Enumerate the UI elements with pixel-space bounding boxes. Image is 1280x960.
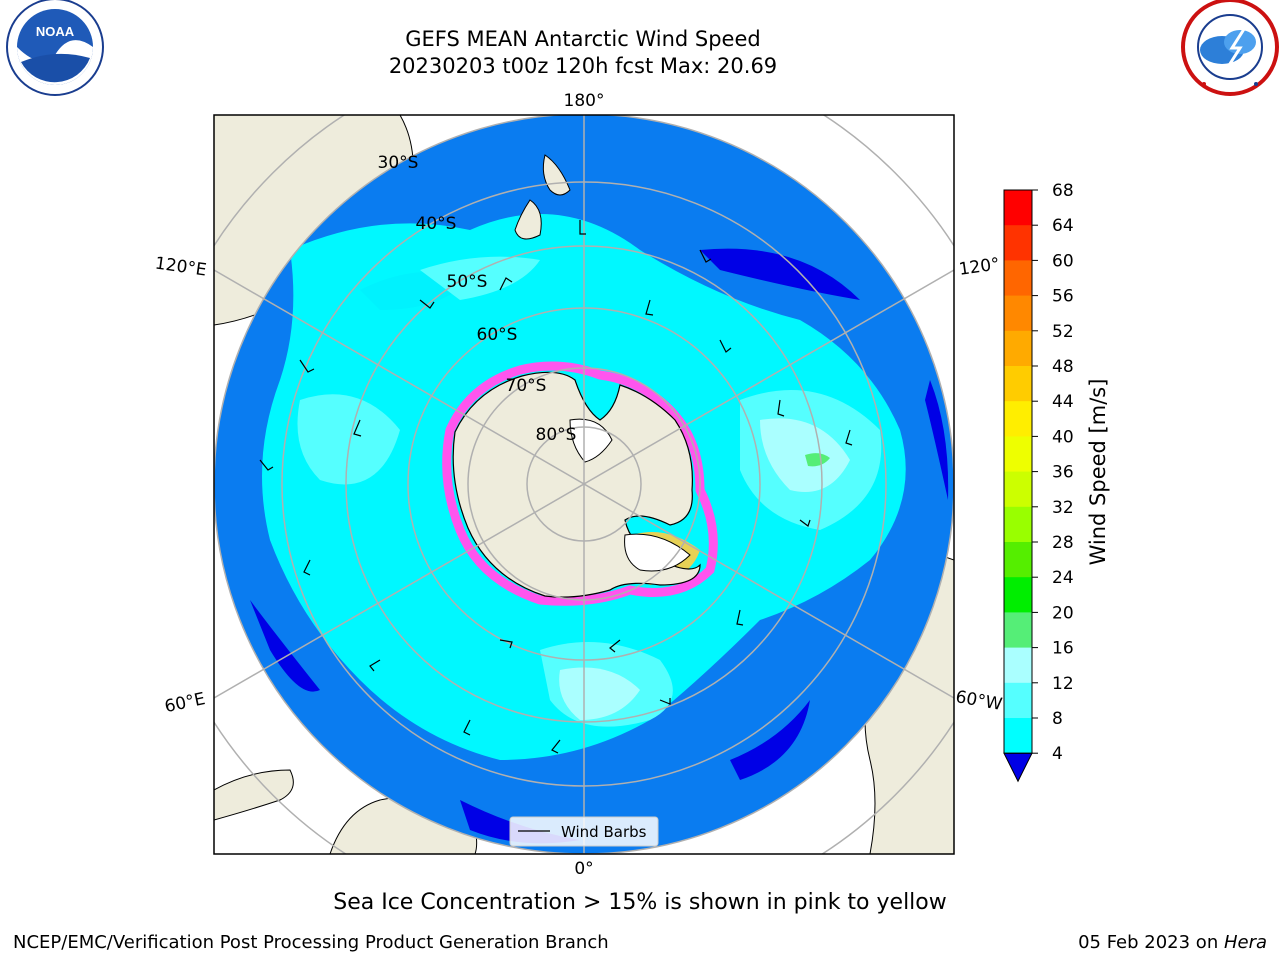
wind-barbs-legend: Wind Barbs — [509, 816, 659, 847]
colorbar-segment — [1004, 225, 1032, 261]
lat-label-80s: 80°S — [536, 425, 577, 445]
graticule — [214, 115, 954, 854]
colorbar-label: Wind Speed [m/s] — [1086, 379, 1110, 566]
sea-ice-fringe — [442, 361, 718, 606]
colorbar-tick-label: 40 — [1052, 427, 1074, 447]
colorbar-tick-label: 36 — [1052, 463, 1074, 483]
colorbar-tick-label: 4 — [1052, 744, 1063, 764]
colorbar-segment — [1004, 260, 1032, 297]
colorbar-segment — [1004, 542, 1032, 578]
lon-label-120w: 120° — [958, 254, 1001, 280]
lon-label-180: 180° — [564, 91, 605, 111]
colorbar-extend-arrow — [1003, 752, 1033, 783]
colorbar-segment — [1004, 612, 1032, 649]
new-zealand-land — [542, 154, 571, 196]
colorbar-tick-label: 28 — [1052, 533, 1074, 553]
colorbar-tick-label: 48 — [1052, 357, 1074, 377]
colorbar-segment — [1004, 295, 1032, 332]
lon-label-0: 0° — [574, 859, 593, 879]
footer-credit: NCEP/EMC/Verification Post Processing Pr… — [13, 932, 609, 953]
colorbar-segment — [1004, 436, 1032, 473]
colorbar-segment — [1004, 401, 1032, 437]
colorbar-tick-label: 64 — [1052, 216, 1074, 236]
colorbar-segment — [1004, 366, 1032, 402]
colorbar-segment — [1004, 471, 1032, 508]
colorbar-tick-label: 12 — [1052, 674, 1074, 694]
colorbar-tick-label: 16 — [1052, 639, 1074, 659]
lon-label-120e: 120°E — [154, 254, 208, 281]
footer-date-text: 05 Feb 2023 on — [1078, 932, 1224, 953]
chart-subtitle: 20230203 t00z 120h fcst Max: 20.69 — [388, 54, 778, 78]
legend-label: Wind Barbs — [561, 823, 647, 841]
colorbar-segment — [1004, 330, 1032, 367]
map-area — [214, 115, 954, 854]
noaa-logo-text: NOAA — [36, 24, 75, 39]
colorbar-tick-label: 24 — [1052, 568, 1074, 588]
footer-date: 05 Feb 2023 on Hera — [1078, 932, 1267, 953]
colorbar-tick-label: 44 — [1052, 392, 1074, 412]
colorbar-segment — [1004, 506, 1032, 543]
colorbar-tick-label: 32 — [1052, 498, 1074, 518]
lon-label-60e: 60°E — [163, 689, 207, 717]
colorbar-tick-label: 52 — [1052, 322, 1074, 342]
colorbar-segment — [1004, 682, 1032, 719]
chart-title: GEFS MEAN Antarctic Wind Speed — [405, 27, 761, 51]
madagascar-land — [214, 769, 294, 821]
nws-logo — [1181, 0, 1279, 96]
map-frame — [213, 114, 955, 855]
colorbar-tick-label: 56 — [1052, 287, 1074, 307]
sea-ice-caption: Sea Ice Concentration > 15% is shown in … — [333, 890, 947, 915]
colorbar-tick-label: 20 — [1052, 603, 1074, 623]
footer-host: Hera — [1223, 932, 1267, 953]
colorbar-segment — [1004, 190, 1032, 226]
lat-label-60s: 60°S — [477, 325, 518, 345]
lat-label-70s: 70°S — [506, 376, 547, 396]
colorbar-segment — [1004, 577, 1032, 613]
noaa-logo: NOAA — [6, 0, 104, 96]
wind-barbs — [259, 220, 853, 754]
lat-label-30s: 30°S — [378, 153, 419, 173]
colorbar-segment — [1004, 718, 1032, 754]
lon-label-60w: 60°W — [954, 687, 1004, 715]
colorbar-segment — [1004, 647, 1032, 684]
lat-label-40s: 40°S — [416, 214, 457, 234]
colorbar-tick-label: 60 — [1052, 251, 1074, 271]
colorbar-tick-label: 8 — [1052, 709, 1063, 729]
colorbar-tick-label: 68 — [1052, 181, 1074, 201]
lat-label-50s: 50°S — [447, 272, 488, 292]
colorbar: 68 64 60 56 52 48 44 40 36 32 28 24 20 16 12 8 4 — [1003, 181, 1074, 783]
